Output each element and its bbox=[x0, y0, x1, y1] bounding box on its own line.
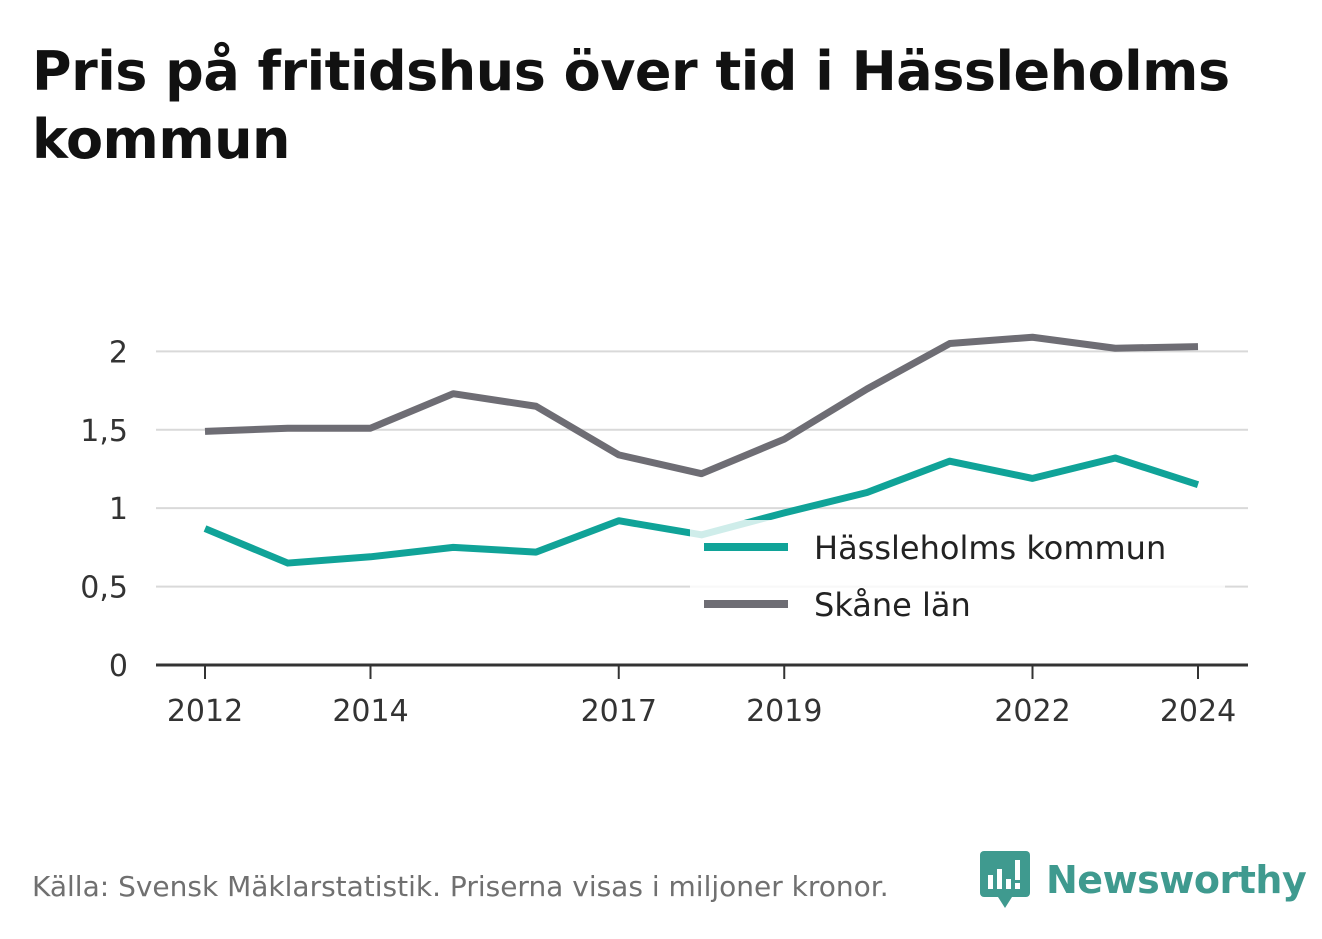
y-axis-labels: 0 0,5 1 1,5 2 bbox=[80, 335, 128, 684]
x-tick-label: 2017 bbox=[581, 694, 657, 729]
x-axis-labels: 2012 2014 2017 2019 2022 2024 bbox=[167, 694, 1236, 729]
legend: Hässleholms kommun Skåne län bbox=[690, 520, 1225, 640]
x-axis-ticks bbox=[204, 665, 1199, 679]
legend-label: Skåne län bbox=[814, 586, 971, 624]
legend-background bbox=[690, 520, 1225, 640]
x-tick-label: 2012 bbox=[167, 694, 243, 729]
y-tick-label: 1 bbox=[109, 492, 128, 527]
series-line bbox=[204, 333, 1199, 478]
y-tick-label: 0,5 bbox=[80, 571, 128, 606]
x-tick-label: 2024 bbox=[1160, 694, 1236, 729]
newsworthy-logo-icon bbox=[980, 851, 1030, 908]
x-tick-label: 2014 bbox=[332, 694, 408, 729]
y-tick-label: 1,5 bbox=[80, 414, 128, 449]
chart-title: Pris på fritidshus över tid i Hässleholm… bbox=[32, 40, 1230, 171]
y-tick-label: 2 bbox=[109, 335, 128, 370]
brand-name: Newsworthy bbox=[1046, 858, 1307, 902]
legend-label: Hässleholms kommun bbox=[814, 529, 1166, 567]
x-tick-label: 2022 bbox=[994, 694, 1070, 729]
line-chart: 0 0,5 1 1,5 2 2012 2014 2017 2019 2022 2024 Hässl… bbox=[80, 333, 1248, 729]
source-note: Källa: Svensk Mäklarstatistik. Priserna … bbox=[32, 870, 889, 903]
brand[interactable]: Newsworthy bbox=[980, 850, 1307, 910]
y-tick-label: 0 bbox=[109, 649, 128, 684]
x-tick-label: 2019 bbox=[746, 694, 822, 729]
